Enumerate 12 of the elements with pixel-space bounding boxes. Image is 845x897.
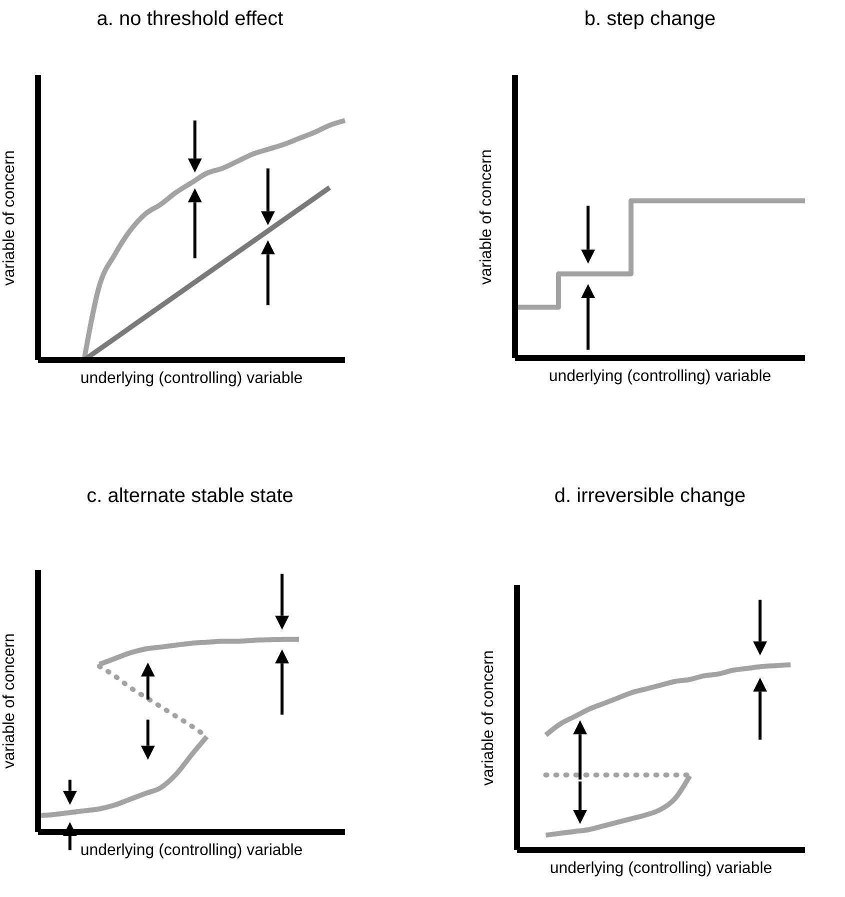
chart-title: c. alternate stable state bbox=[86, 485, 294, 508]
x-axis-title: underlying (controlling) variable bbox=[79, 370, 304, 388]
y-axis-title: variable of concern bbox=[478, 148, 496, 284]
chart-title: d. irreversible change bbox=[553, 485, 747, 508]
chart-title: a. no threshold effect bbox=[96, 8, 284, 31]
x-axis-title: underlying (controlling) variable bbox=[79, 842, 304, 860]
x-axis-title: underlying (controlling) variable bbox=[548, 860, 774, 878]
y-axis-title: variable of concern bbox=[1, 633, 19, 769]
chart-title: b. step change bbox=[583, 8, 717, 31]
y-axis-title: variable of concern bbox=[1, 150, 19, 286]
x-axis-title: underlying (controlling) variable bbox=[548, 368, 772, 386]
y-axis-title: variable of concern bbox=[480, 650, 498, 786]
